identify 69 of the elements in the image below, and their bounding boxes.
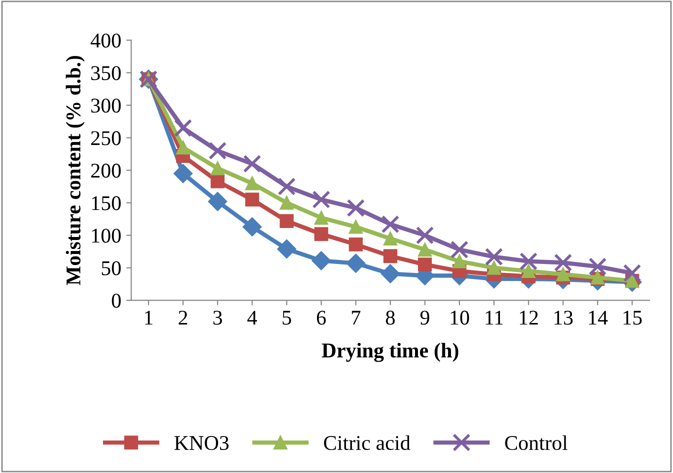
legend-label: Control	[505, 435, 568, 450]
x-tick-label: 3	[213, 310, 222, 325]
point	[487, 260, 501, 275]
x-tick-label: 2	[178, 310, 188, 325]
point	[278, 178, 296, 196]
point	[452, 254, 466, 268]
point	[280, 196, 294, 210]
point	[208, 192, 228, 212]
point	[174, 118, 192, 138]
point	[208, 142, 227, 160]
x-axis-title: Drying time (h)	[322, 342, 458, 362]
y-tick-label: 0	[112, 294, 121, 308]
y-tick-label: 50	[102, 261, 121, 276]
legend-label: KNO3	[174, 436, 229, 450]
point	[277, 239, 296, 259]
y-tick-label: 400	[90, 34, 121, 48]
x-tick-label: 6	[316, 310, 326, 325]
y-tick-label: 350	[91, 66, 121, 80]
point	[312, 251, 331, 270]
legend-label: Citric acid	[324, 435, 410, 450]
point	[176, 140, 190, 154]
x-tick-label: 1	[145, 310, 152, 325]
point	[314, 227, 328, 241]
y-tick-label: 150	[92, 196, 121, 210]
x-tick-label: 5	[282, 310, 292, 325]
x-tick-label: 10	[450, 310, 470, 325]
point	[556, 267, 570, 282]
x-tick-label: 15	[624, 310, 642, 325]
point	[174, 164, 193, 184]
x-tick-label: 11	[486, 310, 503, 325]
x-tick-label: 8	[386, 310, 395, 325]
point	[381, 215, 400, 234]
point	[245, 176, 260, 190]
point	[484, 248, 504, 266]
x-tick-label: 14	[589, 310, 608, 325]
point	[554, 254, 572, 272]
point	[280, 214, 294, 228]
point	[380, 264, 400, 284]
point	[418, 258, 432, 272]
x-tick-label: 12	[520, 310, 538, 325]
point	[314, 210, 328, 225]
point	[312, 190, 330, 209]
y-tick-label: 250	[91, 131, 121, 146]
point	[450, 240, 468, 259]
point	[348, 237, 363, 252]
y-axis-title: Moisture content (% d.b.)	[66, 56, 85, 286]
y-tick-label: 300	[91, 98, 121, 113]
point	[383, 232, 398, 246]
point	[348, 220, 363, 234]
point	[623, 264, 642, 282]
x-tick-label: 7	[352, 310, 360, 325]
point	[243, 154, 262, 173]
point	[210, 174, 225, 188]
point	[210, 161, 225, 176]
point	[588, 258, 607, 276]
x-tick-label: 4	[247, 310, 258, 325]
y-tick-label: 100	[92, 228, 121, 243]
point	[346, 254, 366, 273]
point	[346, 198, 365, 218]
point	[245, 192, 260, 206]
x-tick-label: 9	[420, 310, 430, 325]
x-tick-label: 13	[554, 310, 573, 325]
point	[522, 264, 536, 278]
point	[416, 226, 434, 244]
point	[383, 249, 398, 264]
point	[418, 242, 432, 257]
point	[520, 252, 538, 270]
point	[242, 217, 262, 236]
y-tick-label: 200	[91, 164, 121, 178]
